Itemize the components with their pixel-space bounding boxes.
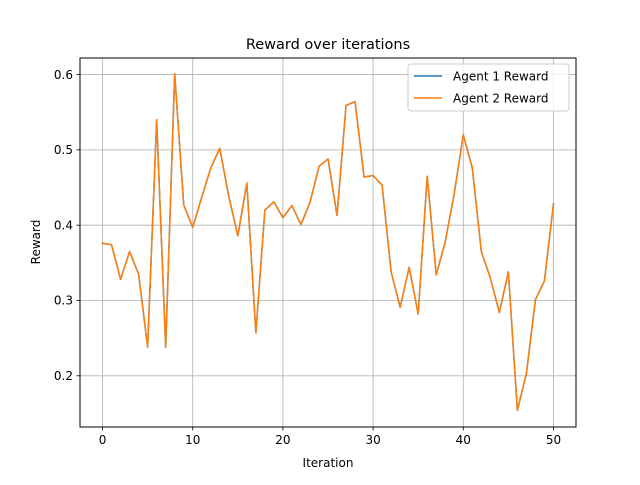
legend: Agent 1 Reward Agent 2 Reward [407,63,570,112]
x-tick-label: 10 [185,433,200,447]
x-axis-ticks: 0 10 20 30 40 50 [99,427,561,447]
x-tick-label: 50 [546,433,561,447]
y-tick-label: 0.6 [54,68,73,82]
plot-frame [79,57,577,428]
x-tick-label: 0 [99,433,107,447]
x-tick-label: 30 [365,433,380,447]
y-tick-label: 0.4 [54,218,73,232]
legend-box [407,63,570,112]
y-axis-ticks: 0.2 0.3 0.4 0.5 0.6 [54,68,80,383]
x-axis-title: Iteration [303,456,354,470]
chart-title: Reward over iterations [246,37,410,53]
legend-label-agent-1: Agent 1 Reward [453,70,548,84]
y-axis-title: Reward [29,220,43,265]
legend-label-agent-2: Agent 2 Reward [453,92,548,106]
x-tick-label: 20 [275,433,290,447]
y-tick-label: 0.3 [54,294,73,308]
y-tick-label: 0.2 [54,369,73,383]
series-lines [101,73,555,412]
x-tick-label: 40 [456,433,471,447]
series-line-agent-2 [101,73,555,412]
y-tick-label: 0.5 [54,143,73,157]
